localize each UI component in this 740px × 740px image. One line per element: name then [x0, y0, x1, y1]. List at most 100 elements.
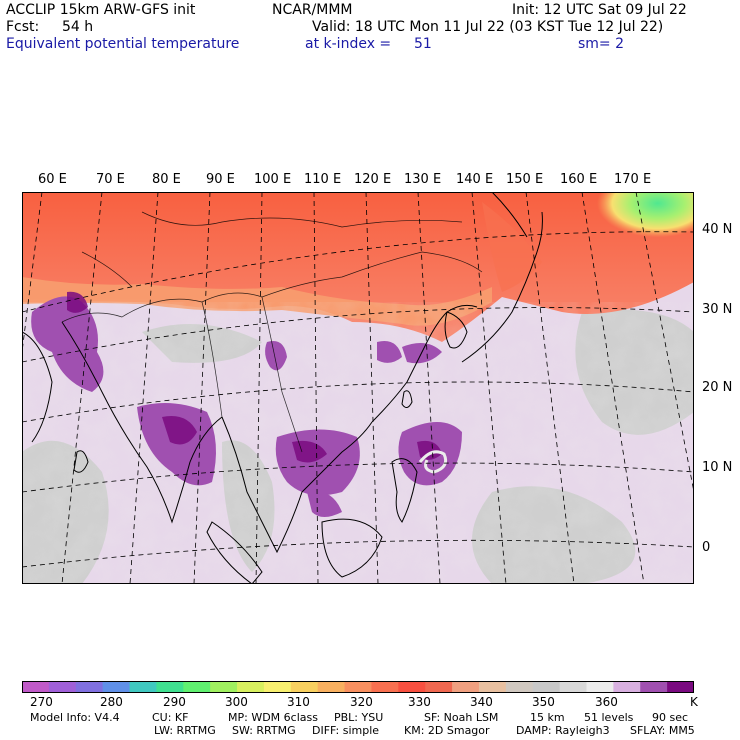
footer-pbl: PBL: YSU — [334, 711, 384, 724]
colorbar-tick-360: 360 — [595, 695, 618, 709]
colorbar-cell — [640, 681, 668, 693]
org-label: NCAR/MMM — [272, 2, 353, 18]
meridian-90e — [193, 192, 211, 584]
colorbar-cell — [613, 681, 641, 693]
footer-sw: SW: RRTMG — [232, 724, 296, 737]
footer-km: KM: 2D Smagor — [404, 724, 490, 737]
fcst-label: Fcst: — [6, 19, 40, 35]
lon-label-120e: 120 E — [354, 172, 392, 187]
colorbar-tick-330: 330 — [408, 695, 431, 709]
colorbar-cell — [263, 681, 292, 693]
lon-label-160e: 160 E — [560, 172, 598, 187]
footer-timestep: 90 sec — [652, 711, 689, 724]
theta-e-map — [22, 192, 694, 584]
lon-label-130e: 130 E — [404, 172, 442, 187]
lat-label-30n: 30 N — [702, 302, 733, 317]
colorbar-cell — [129, 681, 157, 693]
footer-lw: LW: RRTMG — [154, 724, 216, 737]
colorbar-tick-340: 340 — [470, 695, 493, 709]
lat-label-20n: 20 N — [702, 380, 733, 395]
meridian-80e — [129, 192, 159, 584]
lat-label-10n: 10 N — [702, 460, 733, 475]
coastlines — [22, 192, 543, 584]
lon-label-60e: 60 E — [38, 172, 67, 187]
taiwan — [401, 390, 413, 408]
graticule — [22, 192, 694, 584]
colorbar-cell — [667, 681, 694, 693]
footer-damp: DAMP: Rayleigh3 — [516, 724, 610, 737]
colorbar-cell — [452, 681, 480, 693]
smoothing-label: sm= 2 — [578, 36, 625, 52]
meridian-140e — [471, 192, 507, 584]
lon-label-90e: 90 E — [206, 172, 235, 187]
colorbar-cell — [156, 681, 184, 693]
meridian-150e — [525, 192, 575, 584]
colorbar-cell — [22, 681, 50, 693]
colorbar-tick-300: 300 — [225, 695, 248, 709]
lat-label-0: 0 — [702, 540, 711, 555]
lon-label-110e: 110 E — [304, 172, 342, 187]
model-title: ACCLIP 15km ARW-GFS init — [6, 2, 196, 18]
hokkaido-warm-tongue — [482, 202, 542, 292]
lon-label-170e: 170 E — [614, 172, 652, 187]
colorbar-cell — [559, 681, 587, 693]
meridian-120e — [365, 192, 379, 584]
national-borders — [61, 211, 483, 453]
india-coastline — [61, 321, 223, 524]
colorbar-cell — [478, 681, 507, 693]
sri-lanka — [73, 450, 89, 473]
footer-mp: MP: WDM 6class — [228, 711, 318, 724]
fcst-value: 54 h — [62, 19, 94, 35]
colorbar-cell — [210, 681, 238, 693]
colorbar — [22, 681, 694, 693]
colorbar-cell — [75, 681, 104, 693]
colorbar-tick-290: 290 — [163, 695, 186, 709]
sumatra — [206, 521, 263, 584]
meridian-110e — [313, 192, 319, 584]
colorbar-tick-350: 350 — [532, 695, 555, 709]
colorbar-cell — [183, 681, 211, 693]
colorbar-cell — [102, 681, 131, 693]
lon-label-80e: 80 E — [152, 172, 181, 187]
colorbar-frame — [22, 681, 694, 693]
lon-label-150e: 150 E — [506, 172, 544, 187]
typhoon-spiral — [418, 450, 448, 474]
footer-cu: CU: KF — [152, 711, 189, 724]
colorbar-cell — [48, 681, 77, 693]
init-time: Init: 12 UTC Sat 09 Jul 22 — [512, 2, 687, 18]
colorbar-tick-310: 310 — [287, 695, 310, 709]
meridian-130e — [417, 192, 441, 584]
indochina-coast — [221, 416, 373, 554]
colorbar-tick-320: 320 — [350, 695, 373, 709]
colorbar-tick-280: 280 — [100, 695, 123, 709]
korea-peninsula — [444, 311, 468, 349]
map-frame — [22, 192, 694, 584]
colorbar-unit: K — [690, 695, 698, 709]
colorbar-cell — [586, 681, 614, 693]
colorbar-cell — [425, 681, 453, 693]
arabian-coast — [22, 331, 53, 443]
lat-label-40n: 40 N — [702, 222, 733, 237]
level-label: at k-index = — [305, 36, 392, 52]
colorbar-cell — [290, 681, 319, 693]
parallel-0 — [22, 539, 694, 568]
high-theta-e-regions — [31, 296, 462, 517]
parallel-40n — [22, 231, 694, 313]
footer-diff: DIFF: simple — [312, 724, 380, 737]
valid-time: Valid: 18 UTC Mon 11 Jul 22 (03 KST Tue … — [312, 19, 664, 35]
colorbar-cell — [505, 681, 534, 693]
colorbar-cell — [398, 681, 426, 693]
colorbar-tick-270: 270 — [30, 695, 53, 709]
lon-label-100e: 100 E — [254, 172, 292, 187]
colorbar-cell — [344, 681, 372, 693]
lon-label-140e: 140 E — [456, 172, 494, 187]
japan-islands — [461, 211, 543, 363]
parallel-10n — [22, 462, 694, 493]
colorbar-cell — [371, 681, 399, 693]
sakhalin-kamchatka — [491, 192, 528, 238]
field-name: Equivalent potential temperature — [6, 36, 240, 52]
philippines — [391, 458, 418, 523]
parallel-20n — [22, 381, 694, 423]
footer-resolution: 15 km — [530, 711, 565, 724]
level-value: 51 — [414, 36, 432, 52]
